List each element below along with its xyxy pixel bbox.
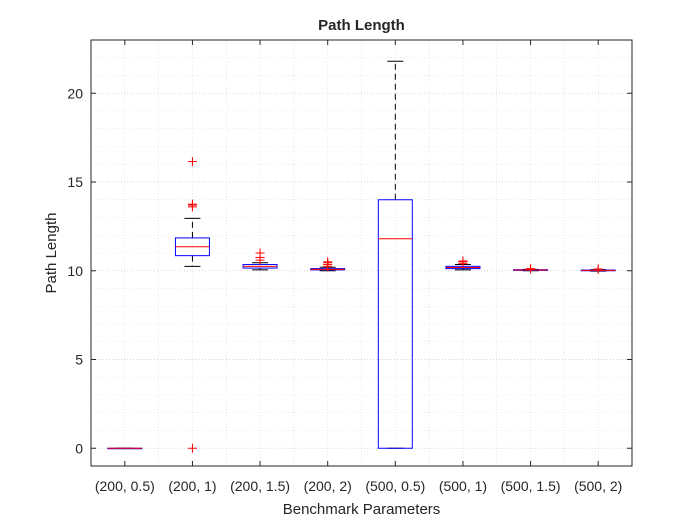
box-plots [107, 60, 616, 453]
box-group [242, 248, 278, 271]
box-group [174, 157, 210, 453]
x-tick-label: (500, 2) [574, 478, 622, 494]
y-tick-label: 10 [67, 263, 83, 279]
box-group [377, 60, 413, 449]
plot-frame [90, 39, 633, 467]
box-group [310, 257, 346, 272]
x-axis-label: Benchmark Parameters [283, 501, 441, 518]
y-tick-label: 15 [67, 174, 83, 190]
box-group [513, 264, 549, 274]
chart-title: Path Length [318, 17, 405, 34]
y-tick-label: 20 [67, 85, 83, 101]
box-group [445, 256, 481, 271]
box-group [580, 264, 616, 274]
y-tick-label: 5 [75, 352, 83, 368]
y-axis-label: Path Length [43, 213, 60, 294]
x-tick-label: (500, 1) [439, 478, 487, 494]
x-tick-label: (200, 2) [304, 478, 352, 494]
x-tick-label: (500, 1.5) [501, 478, 561, 494]
axis-ticks: 0 5 10 15 20 (200, 0.5) (200, 1) (200, 1.5) (200… [67, 40, 632, 494]
x-tick-label: (500, 0.5) [365, 478, 425, 494]
box-group [107, 447, 143, 450]
x-tick-label: (200, 1.5) [230, 478, 290, 494]
x-tick-label: (200, 1) [168, 478, 216, 494]
y-tick-label: 0 [75, 440, 83, 456]
box [377, 199, 413, 449]
x-tick-label: (200, 0.5) [95, 478, 155, 494]
